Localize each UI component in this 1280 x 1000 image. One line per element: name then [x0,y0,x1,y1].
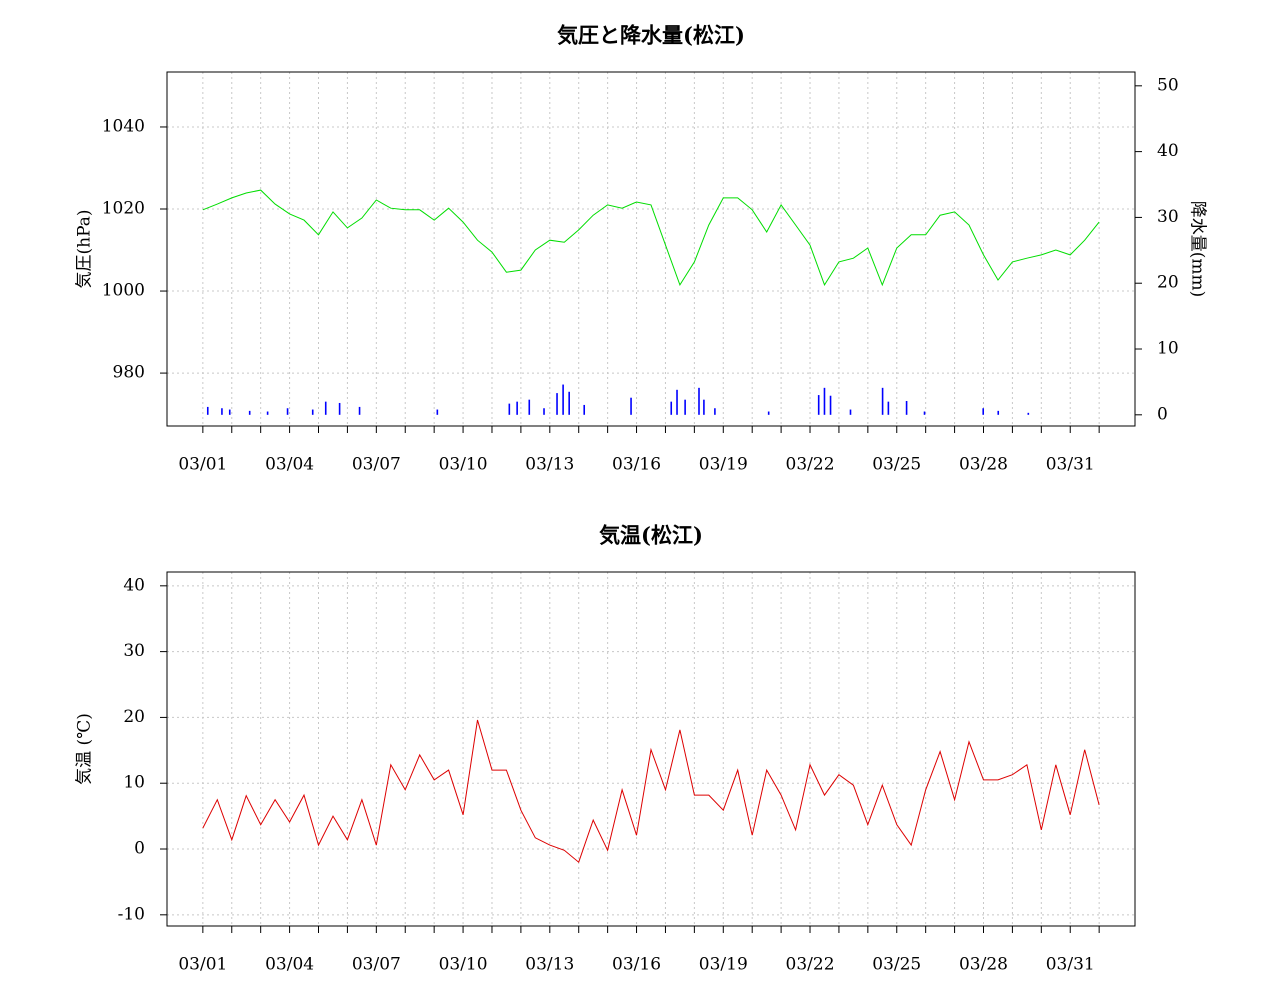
precip-bar [817,395,820,415]
precip-bar [543,408,545,415]
precip-bar [714,408,716,415]
y-tick-label: 40 [123,575,145,595]
x-tick-label: 03/22 [786,455,835,475]
x-tick-label: 03/16 [612,955,661,975]
y2-tick-label: 20 [1157,273,1179,293]
precip-bar [562,384,564,415]
precip-bar [849,409,852,415]
y-tick-label: 980 [113,363,145,383]
precip-bar [568,391,570,415]
precip-bar [1027,412,1030,415]
chart-title: 気温(松江) [599,523,703,548]
x-tick-label: 03/28 [959,455,1008,475]
precip-bar [767,411,770,415]
y2-axis-label: 降水量(mm) [1188,201,1208,298]
precip-bar [266,411,269,415]
y2-tick-label: 30 [1157,207,1179,227]
x-tick-label: 03/04 [265,455,314,475]
precip-bar [556,393,558,415]
precip-bar [676,389,678,415]
precip-bar [358,406,361,415]
y-tick-label: 0 [134,839,145,859]
x-tick-label: 03/25 [872,455,921,475]
chart-title: 気圧と降水量(松江) [557,23,745,48]
precip-bar [286,408,289,415]
precip-bar [436,409,439,415]
y2-tick-label: 50 [1157,75,1179,95]
precip-bar [338,402,341,415]
precip-bar [881,387,884,415]
precip-bar [248,410,251,415]
precip-bar [528,399,531,415]
x-tick-label: 03/31 [1046,455,1095,475]
precip-bar [516,401,518,415]
y2-tick-label: 0 [1157,404,1168,424]
x-tick-label: 03/19 [699,455,748,475]
y-tick-label: 1040 [102,116,145,136]
y-tick-label: 1000 [102,281,145,301]
precip-bar [823,387,826,415]
precip-bar [887,401,890,415]
x-tick-label: 03/22 [786,955,835,975]
precip-bar [698,387,700,415]
precip-bar [829,395,832,415]
plot-frame [166,571,1136,927]
precip-bar [324,401,327,415]
precip-bar [703,399,705,415]
data-line [202,719,1100,864]
x-tick-label: 03/04 [265,955,314,975]
y2-tick-label: 10 [1157,339,1179,359]
y-axis-label: 気圧(hPa) [75,209,95,288]
precip-bar [221,408,223,415]
y-axis-label: 気温 (℃) [75,713,95,785]
precip-bar [684,399,686,415]
y-tick-label: 20 [123,707,145,727]
x-tick-label: 03/07 [352,455,401,475]
data-line [202,189,1100,287]
x-tick-label: 03/25 [872,955,921,975]
x-tick-label: 03/01 [178,455,227,475]
precip-bar [583,404,586,415]
precip-bar [206,406,209,415]
precip-bar [508,403,511,415]
y-tick-label: 1020 [102,199,145,219]
y-tick-label: 30 [123,641,145,661]
x-tick-label: 03/10 [439,455,488,475]
precip-bar [311,409,314,415]
x-tick-label: 03/13 [525,955,574,975]
precip-bar [228,409,231,415]
y2-tick-label: 40 [1157,141,1179,161]
precip-bar [630,397,632,415]
precip-bar [982,408,985,415]
x-tick-label: 03/10 [439,955,488,975]
precip-bar [997,410,1000,415]
y-tick-label: 10 [123,773,145,793]
x-tick-label: 03/19 [699,955,748,975]
x-tick-label: 03/01 [178,955,227,975]
y-tick-label: -10 [118,904,145,924]
x-tick-label: 03/13 [525,455,574,475]
precip-bar [670,401,673,415]
precip-bar [905,400,908,415]
precip-bar [923,411,926,415]
plot-frame [166,71,1136,427]
x-tick-label: 03/07 [352,955,401,975]
x-tick-label: 03/31 [1046,955,1095,975]
x-tick-label: 03/16 [612,455,661,475]
x-tick-label: 03/28 [959,955,1008,975]
